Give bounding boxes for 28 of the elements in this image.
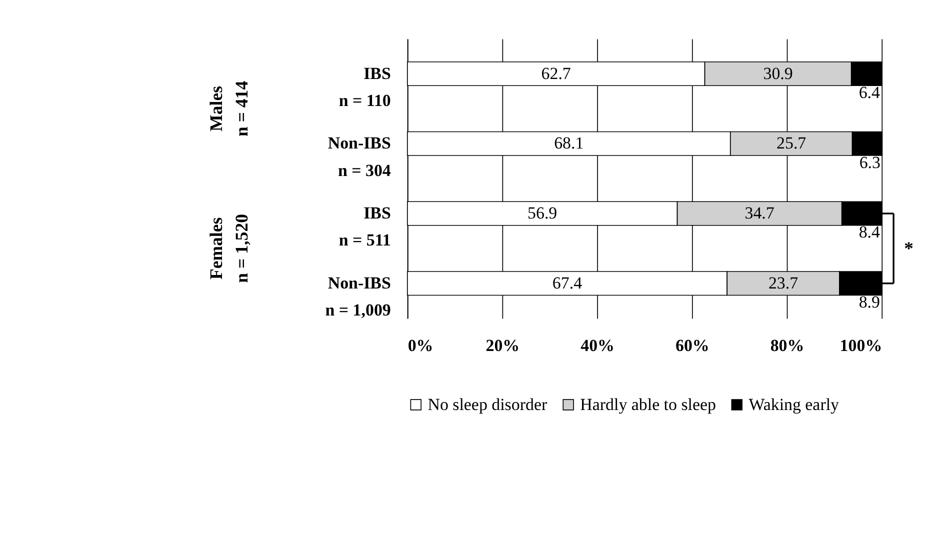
data-label: 68.1 xyxy=(554,134,584,153)
y-tick-label: IBS n = 110 xyxy=(338,64,391,110)
data-label: 34.7 xyxy=(744,204,774,223)
data-label: 67.4 xyxy=(552,273,583,292)
x-tick-label: 60% xyxy=(675,336,710,355)
legend-label: Hardly able to sleep xyxy=(580,394,716,414)
x-tick-label: 40% xyxy=(580,336,614,355)
data-label: 56.9 xyxy=(528,204,558,223)
data-label: 6.3 xyxy=(859,152,880,172)
legend-label: Waking early xyxy=(748,394,840,414)
y-tick-label: Non-IBS n = 304 xyxy=(328,134,392,180)
x-tick-label: 20% xyxy=(486,336,520,355)
data-label: 23.7 xyxy=(768,273,798,292)
data-label: 8.9 xyxy=(858,292,880,312)
data-label: 8.4 xyxy=(858,222,881,242)
data-label: 62.7 xyxy=(541,64,571,83)
data-label: 6.4 xyxy=(858,82,881,102)
data-label: 25.7 xyxy=(776,134,806,153)
text: * xyxy=(904,238,914,260)
x-tick-label: 0% xyxy=(408,336,434,355)
x-tick-label: 100% xyxy=(840,336,882,355)
y-tick-label: IBS n = 511 xyxy=(338,204,391,250)
legend-label: No sleep disorder xyxy=(428,394,548,414)
data-label: 30.9 xyxy=(763,64,793,83)
text: Males n = 414 xyxy=(206,80,252,136)
y-tick-label: Non-IBS n = 1,009 xyxy=(325,273,391,320)
text: Females n = 1,520 xyxy=(206,214,252,283)
x-tick-label: 80% xyxy=(770,336,804,355)
